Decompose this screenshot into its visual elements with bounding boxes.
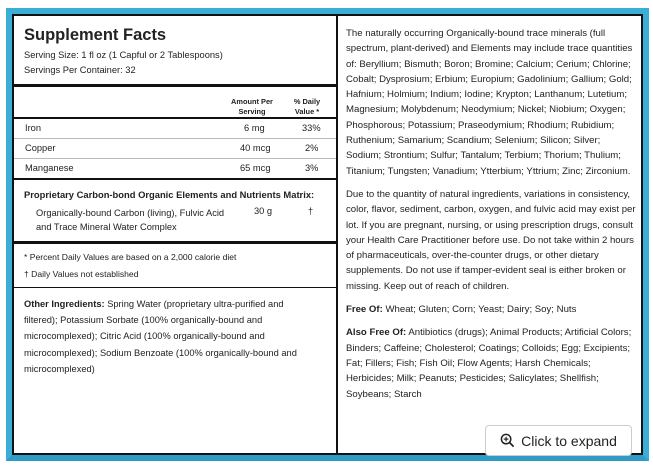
label-inner: Supplement Facts Serving Size: 1 fl oz (… [12, 14, 643, 455]
table-row: Copper 40 mcg 2% [14, 139, 336, 159]
warning-text: Due to the quantity of natural ingredien… [346, 188, 636, 292]
nutrient-name: Iron [25, 123, 42, 133]
nutrient-name: Copper [25, 143, 56, 153]
supplement-facts-panel: Supplement Facts Serving Size: 1 fl oz (… [14, 16, 338, 453]
nutrient-amount: 6 mg [244, 123, 265, 133]
servings-per-container: Servings Per Container: 32 [24, 65, 136, 75]
nutrient-dv: 3% [305, 163, 319, 173]
other-ingredients: Other Ingredients: Spring Water (proprie… [24, 296, 299, 377]
free-of-label: Free Of: [346, 304, 383, 316]
zoom-in-icon [500, 433, 515, 448]
click-to-expand-button[interactable]: Click to expand [485, 425, 632, 456]
divider [14, 241, 336, 244]
table-row: Iron 6 mg 33% [14, 119, 336, 139]
nutrient-amount: 40 mcg [240, 143, 271, 153]
free-of-text: Wheat; Gluten; Corn; Yeast; Dairy; Soy; … [385, 304, 577, 316]
facts-title: Supplement Facts [24, 26, 167, 44]
matrix-item: Organically-bound Carbon (living), Fulvi… [36, 208, 225, 232]
serving-size: Serving Size: 1 fl oz (1 Capful or 2 Tab… [24, 50, 223, 60]
expand-label: Click to expand [521, 432, 617, 449]
table-row: Manganese 65 mcg 3% [14, 159, 336, 180]
minerals-text: The naturally occurring Organically-boun… [346, 28, 633, 177]
nutrient-dv: 2% [305, 143, 319, 153]
free-of: Free Of: Wheat; Gluten; Corn; Yeast; Dai… [346, 302, 638, 317]
also-free-of-text: Antibiotics (drugs); Animal Products; Ar… [346, 327, 632, 400]
nutrient-name: Manganese [25, 163, 74, 173]
nutrient-dv: 33% [302, 123, 321, 133]
matrix-title: Proprietary Carbon-bond Organic Elements… [24, 189, 315, 200]
info-panel: The naturally occurring Organically-boun… [346, 26, 638, 410]
col-amount-header: Amount Per Serving [231, 97, 273, 116]
divider [14, 84, 336, 87]
label-frame: Supplement Facts Serving Size: 1 fl oz (… [6, 8, 649, 461]
matrix-amount: 30 g [254, 206, 273, 216]
footnote-dv: * Percent Daily Values are based on a 2,… [24, 252, 237, 262]
divider [14, 117, 336, 119]
other-ingredients-text: Spring Water (proprietary ultra-purified… [24, 299, 297, 374]
other-ingredients-label: Other Ingredients: [24, 299, 105, 309]
nutrient-amount: 65 mcg [240, 163, 271, 173]
also-free-of-label: Also Free Of: [346, 327, 407, 339]
matrix-dv: † [308, 206, 314, 216]
divider [14, 287, 336, 288]
footnote-dagger: † Daily Values not established [24, 269, 139, 279]
col-dv-header: % Daily Value * [293, 97, 321, 116]
also-free-of: Also Free Of: Antibiotics (drugs); Anima… [346, 325, 638, 401]
